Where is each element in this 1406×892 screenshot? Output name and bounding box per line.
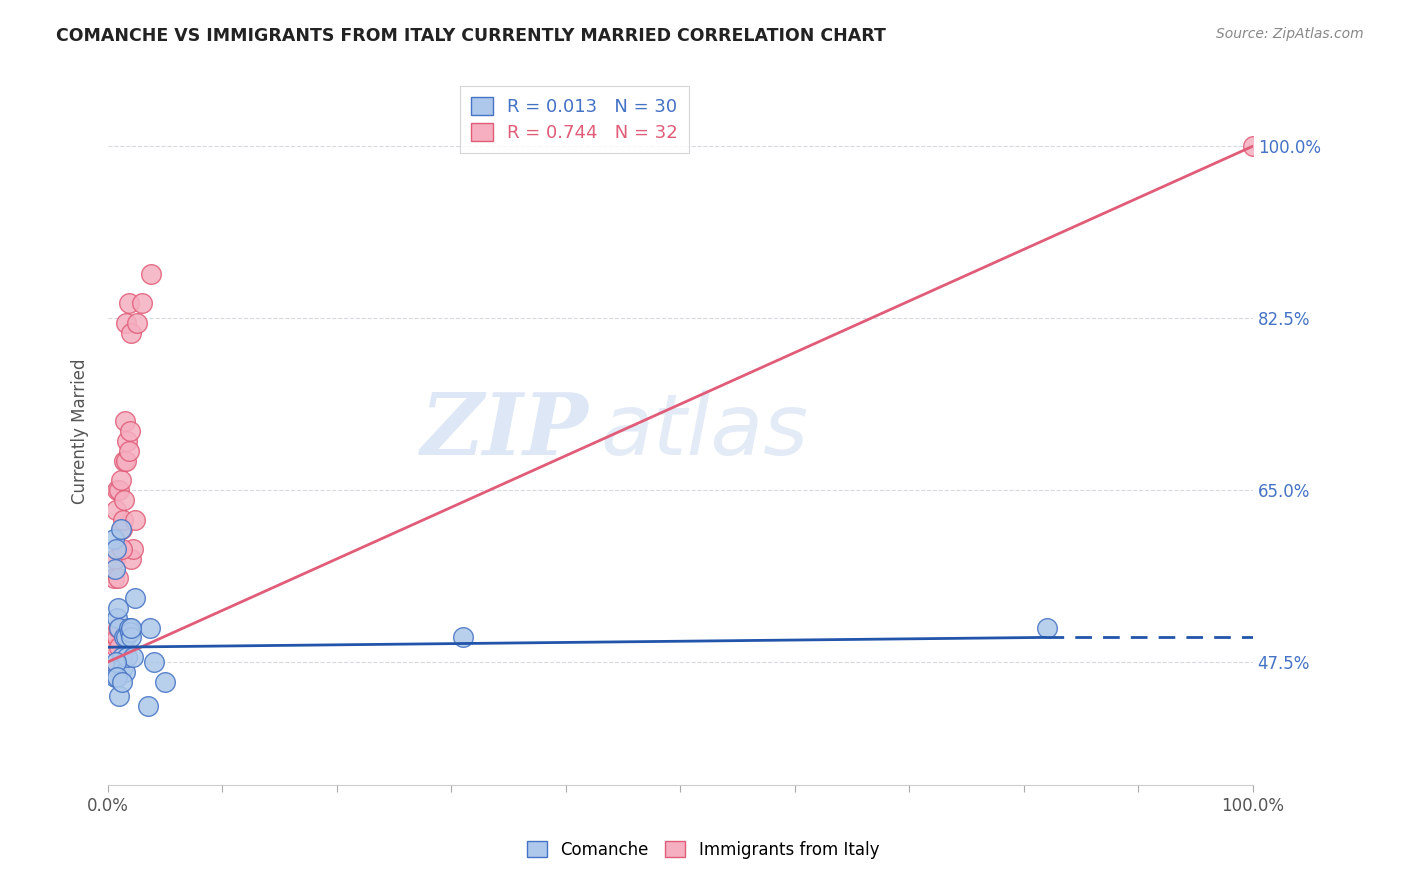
Point [112,492,135,507]
Point [111,522,134,536]
Point [104,660,127,674]
Point [105,611,128,625]
Point [118,424,141,438]
Point [103,532,125,546]
Point [120,551,142,566]
Text: COMANCHE VS IMMIGRANTS FROM ITALY CURRENTLY MARRIED CORRELATION CHART: COMANCHE VS IMMIGRANTS FROM ITALY CURREN… [56,27,886,45]
Point [111,674,134,689]
Point [105,541,128,556]
Point [108,640,131,655]
Point [1035,621,1057,635]
Point [1241,139,1264,153]
Point [108,483,131,497]
Point [107,621,129,635]
Point [122,650,145,665]
Point [118,625,141,640]
Point [141,267,163,281]
Point [105,483,128,497]
Point [117,443,139,458]
Legend: Comanche, Immigrants from Italy: Comanche, Immigrants from Italy [520,835,886,866]
Point [451,631,474,645]
Point [122,541,145,556]
Text: atlas: atlas [600,390,808,473]
Point [124,512,146,526]
Legend: R = 0.013   N = 30, R = 0.744   N = 32: R = 0.013 N = 30, R = 0.744 N = 32 [461,87,689,153]
Point [105,631,128,645]
Point [114,414,136,428]
Point [120,326,142,340]
Point [115,631,138,645]
Point [125,316,148,330]
Point [104,670,127,684]
Point [120,621,142,635]
Point [115,316,138,330]
Point [105,655,128,669]
Point [105,502,128,516]
Point [111,660,134,674]
Text: ZIP: ZIP [420,389,589,473]
Point [155,674,177,689]
Point [112,631,135,645]
Point [114,665,136,679]
Point [108,690,131,704]
Point [112,453,135,467]
Point [111,512,134,526]
Point [139,621,162,635]
Point [104,551,127,566]
Point [105,670,128,684]
Point [105,640,128,655]
Point [117,650,139,665]
Point [136,699,159,714]
Point [111,650,134,665]
Point [142,655,165,669]
Point [117,621,139,635]
Point [117,434,139,448]
Point [117,296,139,310]
Point [111,541,134,556]
Point [124,591,146,606]
Point [131,296,153,310]
Point [104,561,127,575]
Point [120,631,142,645]
Point [110,473,132,487]
Point [115,453,138,467]
Y-axis label: Currently Married: Currently Married [72,359,89,504]
Point [108,621,131,635]
Point [110,522,132,536]
Point [103,571,125,585]
Text: Source: ZipAtlas.com: Source: ZipAtlas.com [1216,27,1364,41]
Point [107,601,129,615]
Point [107,571,129,585]
